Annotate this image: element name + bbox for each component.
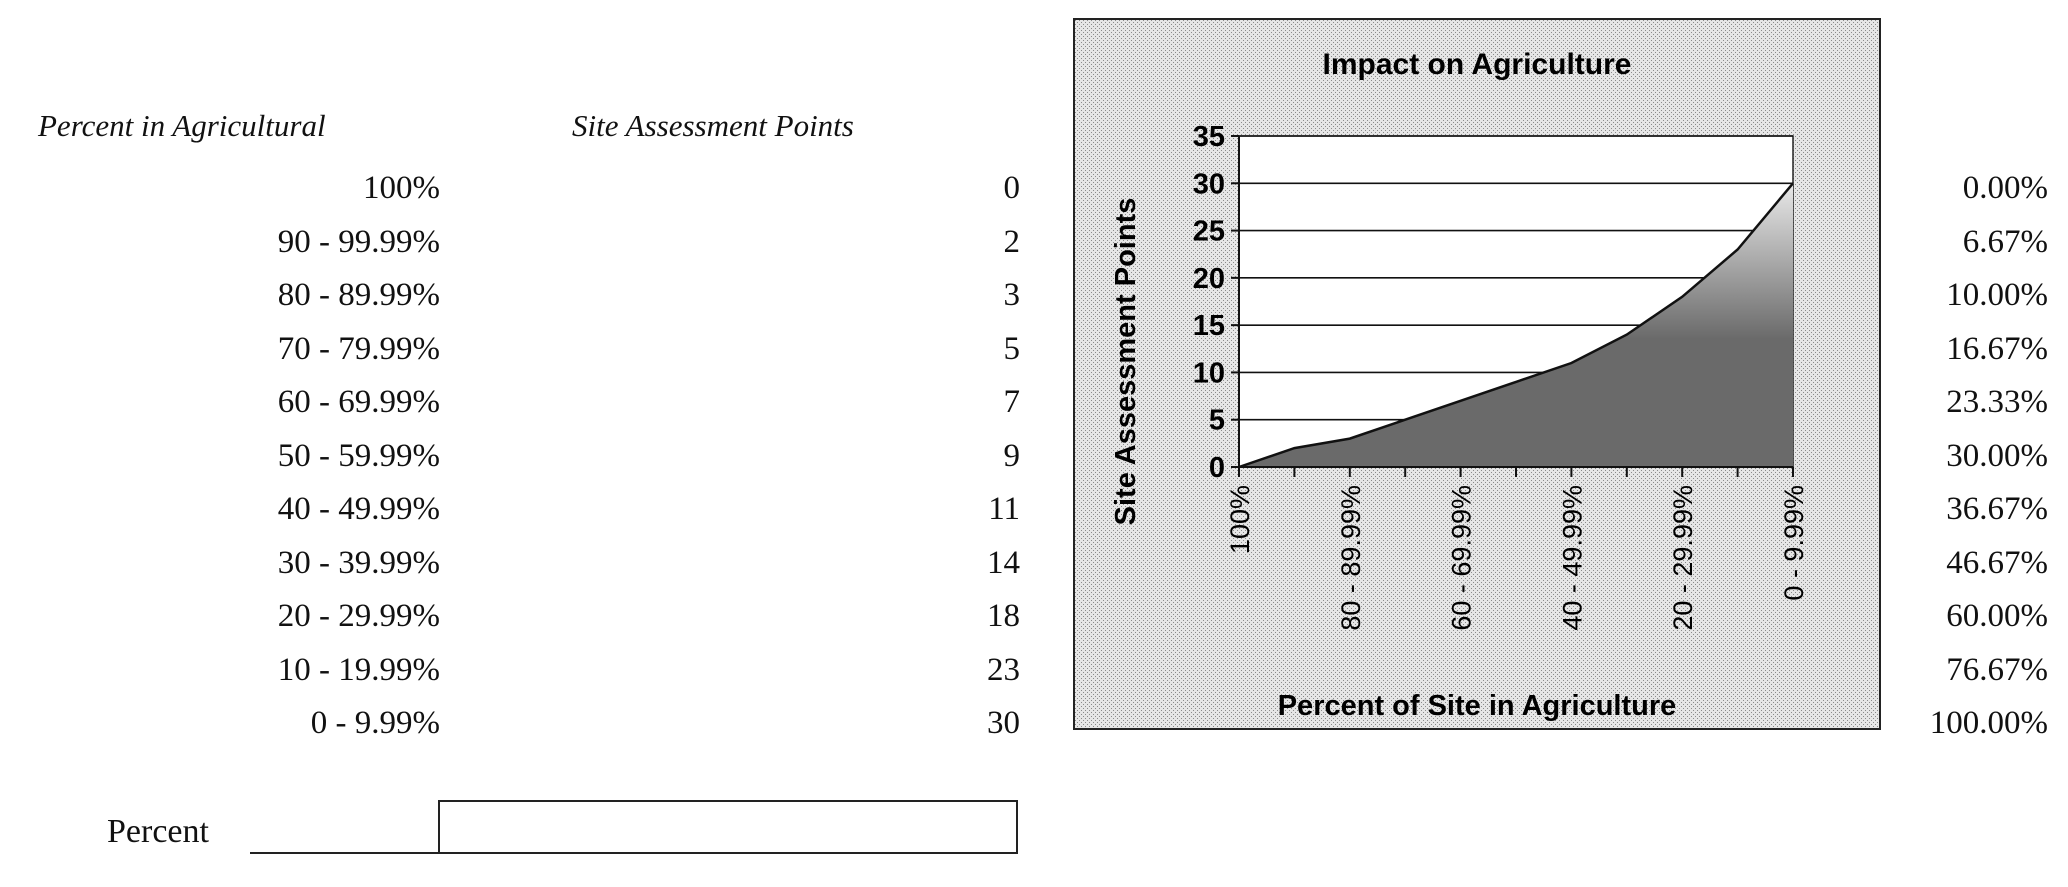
percent-cell: 30.00% [1946, 438, 2048, 474]
axes [1231, 135, 1794, 477]
chart-svg: Impact on Agriculture 0 5 10 15 20 25 30 35 100… [1073, 18, 1881, 730]
range-cell: 20 - 29.99% [277, 598, 440, 634]
x-tick-labels: 100% 80 - 89.99% 60 - 69.99% 40 - 49.99% 20 … [1225, 485, 1809, 631]
y-tick-label: 0 [1209, 452, 1225, 484]
points-cell: 14 [987, 545, 1020, 581]
y-tick-label: 5 [1209, 405, 1225, 437]
percent-cell: 100.00% [1929, 705, 2048, 741]
y-tick-label: 15 [1193, 310, 1225, 342]
range-cell: 50 - 59.99% [277, 438, 440, 474]
range-cell: 100% [363, 170, 440, 206]
y-tick-label: 30 [1193, 168, 1225, 200]
y-tick-label: 25 [1193, 216, 1225, 248]
impact-chart: Impact on Agriculture 0 5 10 15 20 25 30 35 100… [1073, 18, 1881, 730]
range-cell: 30 - 39.99% [277, 545, 440, 581]
percent-cell: 6.67% [1962, 224, 2048, 260]
points-cell: 3 [1003, 277, 1021, 313]
series-line [1238, 182, 1794, 469]
percent-cell: 60.00% [1946, 598, 2048, 634]
x-tick-label: 40 - 49.99% [1557, 485, 1587, 631]
area-highlight [1239, 183, 1793, 468]
percent-cell: 36.67% [1946, 491, 2048, 527]
points-cell: 30 [987, 705, 1020, 741]
points-cell: 18 [987, 598, 1020, 634]
range-cell: 70 - 79.99% [277, 331, 440, 367]
points-cell: 0 [1003, 170, 1021, 206]
range-cell: 90 - 99.99% [277, 224, 440, 260]
x-tick-label: 60 - 69.99% [1447, 485, 1477, 631]
points-cell: 2 [1003, 224, 1021, 260]
x-tick-label: 100% [1225, 485, 1255, 554]
percent-input[interactable] [438, 800, 1018, 854]
percent-cell: 46.67% [1946, 545, 2048, 581]
x-tick-label: 80 - 89.99% [1336, 485, 1366, 631]
y-tick-label: 35 [1193, 121, 1225, 153]
chart-title: Impact on Agriculture [1323, 48, 1632, 81]
points-cell: 7 [1003, 384, 1021, 420]
y-tick-labels: 0 5 10 15 20 25 30 35 [1193, 121, 1225, 484]
y-tick-label: 10 [1193, 357, 1225, 389]
x-axis-label: Percent of Site in Agriculture [1278, 690, 1677, 722]
x-tick-label: 20 - 29.99% [1668, 485, 1698, 631]
points-cell: 5 [1003, 331, 1021, 367]
y-axis-label: Site Assessment Points [1110, 198, 1142, 526]
percent-label: Percent [107, 813, 209, 850]
range-cell: 10 - 19.99% [277, 652, 440, 688]
header-percent-agricultural: Percent in Agricultural [38, 108, 326, 143]
percent-cell: 23.33% [1946, 384, 2048, 420]
range-cell: 60 - 69.99% [277, 384, 440, 420]
y-tick-label: 20 [1193, 263, 1225, 295]
points-cell: 23 [987, 652, 1020, 688]
range-cell: 40 - 49.99% [277, 491, 440, 527]
header-site-assessment-points: Site Assessment Points [572, 108, 854, 143]
range-cell: 0 - 9.99% [310, 705, 440, 741]
x-tick-label: 0 - 9.99% [1779, 485, 1809, 601]
range-cell: 80 - 89.99% [277, 277, 440, 313]
points-cell: 9 [1003, 438, 1021, 474]
percent-cell: 76.67% [1946, 652, 2048, 688]
percent-cell: 16.67% [1946, 331, 2048, 367]
percent-cell: 10.00% [1946, 277, 2048, 313]
points-cell: 11 [988, 491, 1020, 527]
percent-cell: 0.00% [1962, 170, 2048, 206]
percent-underline [250, 852, 440, 854]
